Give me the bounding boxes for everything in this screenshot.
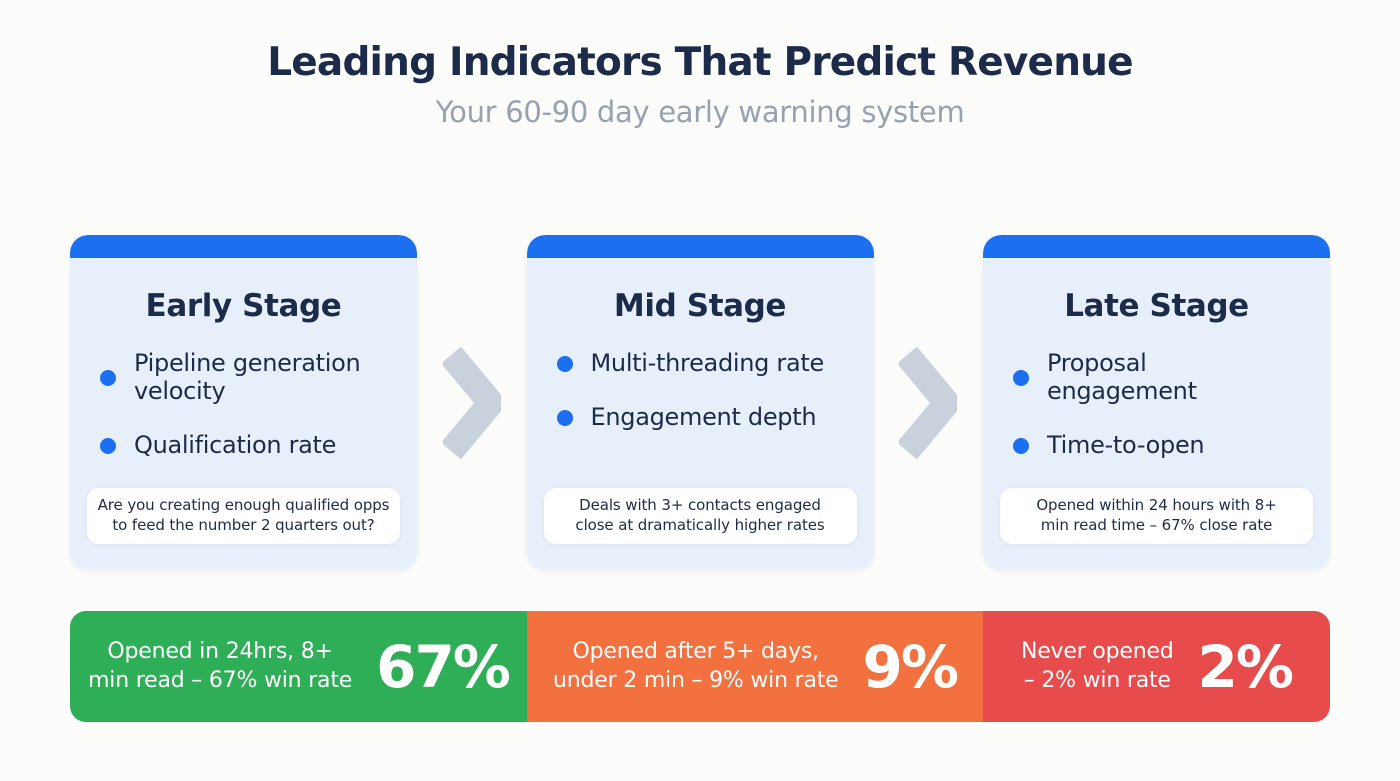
list-item: Multi-threading rate [556,349,860,378]
bullet-label: Multi-threading rate [590,349,825,377]
stage-card-early: Early Stage Pipeline generation velocity… [70,235,417,570]
list-item: Engagement depth [556,402,860,432]
header: Leading Indicators That Predict Revenue … [0,40,1400,129]
card-accent-strip [70,235,417,258]
list-item: Pipeline generation velocity [100,349,403,406]
bullet-icon [1013,369,1029,386]
stage-note: Are you creating enough qualified opps t… [87,488,400,544]
segment-value: 67% [376,632,511,701]
bullet-label: Qualification rate [134,430,337,459]
card-accent-strip [983,235,1330,258]
stage-note: Deals with 3+ contacts engaged close at … [543,488,857,544]
list-item: Qualification rate [100,430,403,460]
bullet-icon [556,409,573,426]
stage-note: Opened within 24 hours with 8+ min read … [1000,488,1313,544]
bullet-label: Engagement depth [590,402,817,431]
page-title: Leading Indicators That Predict Revenue [267,40,1133,85]
bullet-icon [556,355,573,372]
segment-label: Opened in 24hrs, 8+ min read – 67% win r… [88,639,353,693]
stages-row: Early Stage Pipeline generation velocity… [70,235,1330,570]
outcome-segment-opened-24hrs: Opened in 24hrs, 8+ min read – 67% win r… [70,611,527,722]
bullet-label: Proposal engagement [1047,349,1197,405]
list-item: Time-to-open [1013,430,1316,460]
segment-label: Never opened – 2% win rate [1020,639,1174,693]
bullet-label: Pipeline generation velocity [134,349,361,405]
bullet-icon [1013,437,1029,454]
stage-card-mid: Mid Stage Multi-threading rate Engagemen… [526,235,874,570]
list-item: Proposal engagement [1013,349,1316,406]
stage-title: Mid Stage [613,288,787,324]
segment-label: Opened after 5+ days, under 2 min – 9% w… [553,639,839,693]
outcome-segment-opened-5days: Opened after 5+ days, under 2 min – 9% w… [527,611,983,722]
bullet-icon [100,369,116,386]
card-accent-strip [526,235,874,258]
stage-bullet-list: Pipeline generation velocity Qualificati… [70,349,417,460]
stage-bullet-list: Proposal engagement Time-to-open [983,349,1330,460]
segment-value: 2% [1197,632,1294,701]
outcome-bar: Opened in 24hrs, 8+ min read – 67% win r… [70,611,1330,722]
chevron-right-icon [874,235,984,570]
bullet-icon [100,437,116,454]
stage-card-late: Late Stage Proposal engagement Time-to-o… [983,235,1330,570]
chevron-right-icon [417,235,527,570]
outcome-segment-never-opened: Never opened – 2% win rate 2% [983,611,1330,722]
page-subtitle: Your 60-90 day early warning system [435,94,965,129]
stage-title: Late Stage [1064,288,1249,324]
segment-value: 9% [862,632,959,701]
stage-bullet-list: Multi-threading rate Engagement depth [527,349,874,432]
bullet-label: Time-to-open [1047,430,1205,459]
stage-title: Early Stage [145,288,342,324]
